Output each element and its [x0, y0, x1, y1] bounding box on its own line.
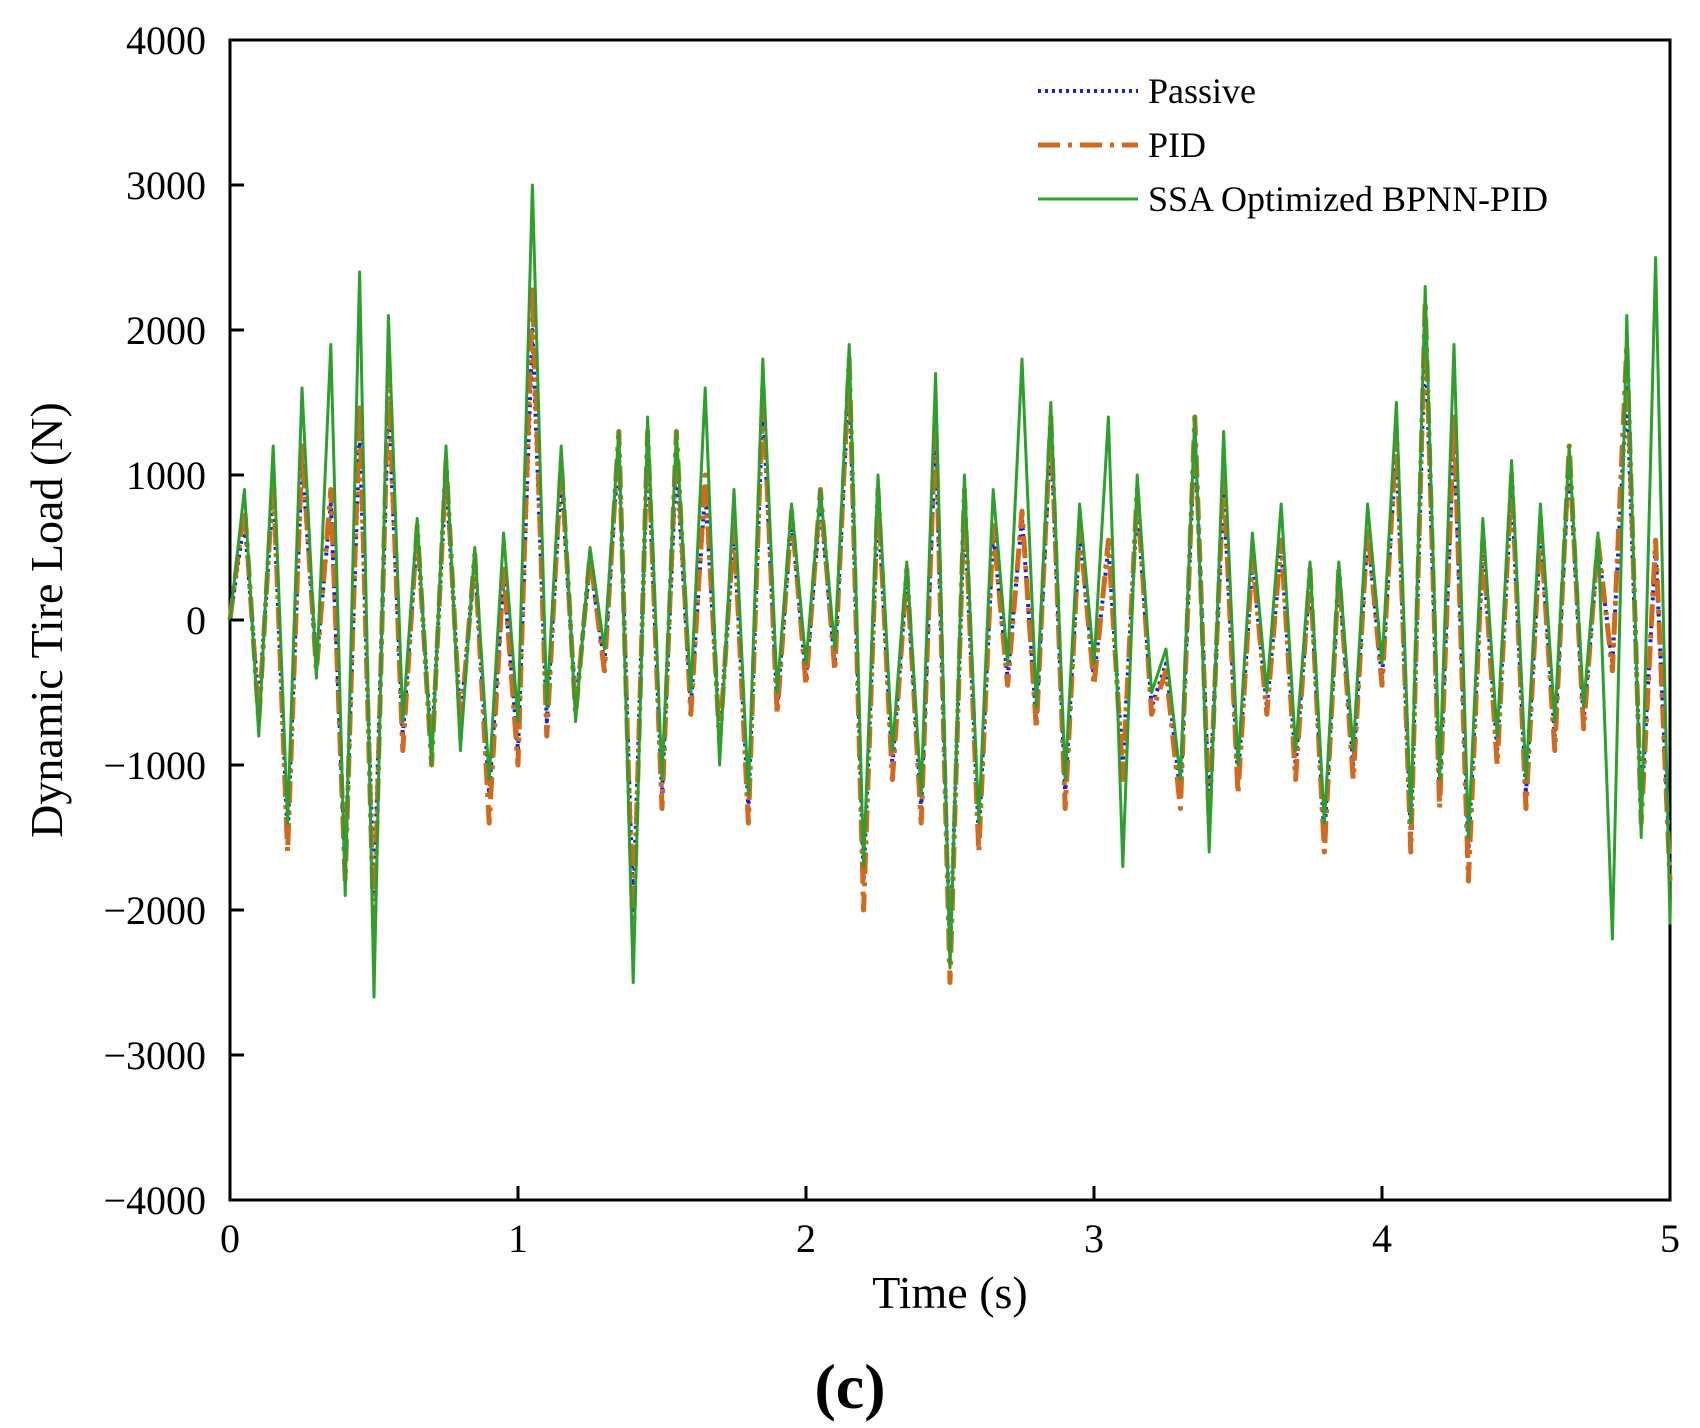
legend: Passive PID SSA Optimized BPNN-PID — [1038, 71, 1548, 219]
x-tick-label: 1 — [508, 1216, 528, 1261]
y-tick-label: −4000 — [103, 1178, 206, 1223]
y-tick-label: −3000 — [103, 1033, 206, 1078]
series-layer — [230, 185, 1670, 997]
y-tick-label: 1000 — [126, 453, 206, 498]
x-tick-label: 3 — [1084, 1216, 1104, 1261]
x-axis-title: Time (s) — [872, 1267, 1028, 1318]
series-line-ssa-optimized-bpnn-pid — [230, 185, 1670, 997]
x-axis-ticks: 0 1 2 3 4 5 — [220, 1186, 1680, 1261]
y-tick-label: 3000 — [126, 163, 206, 208]
x-tick-label: 5 — [1660, 1216, 1680, 1261]
y-tick-label: 0 — [186, 598, 206, 643]
y-tick-label: −1000 — [103, 743, 206, 788]
panel-label: (c) — [814, 1351, 885, 1422]
y-tick-label: 2000 — [126, 308, 206, 353]
x-tick-label: 4 — [1372, 1216, 1392, 1261]
y-tick-label: −2000 — [103, 888, 206, 933]
legend-label-ssa-bpnn-pid: SSA Optimized BPNN-PID — [1148, 179, 1548, 219]
y-axis-ticks: 4000 3000 2000 1000 0 −1000 −2000 −3000 −4000 — [103, 18, 244, 1223]
x-tick-label: 2 — [796, 1216, 816, 1261]
legend-label-pid: PID — [1148, 125, 1206, 165]
y-tick-label: 4000 — [126, 18, 206, 63]
legend-label-passive: Passive — [1148, 71, 1256, 111]
y-axis-title: Dynamic Tire Load (N) — [21, 402, 72, 838]
dynamic-tire-load-chart: 0 1 2 3 4 5 4000 3000 2000 1000 0 −1000 −2000 −3000 −… — [0, 0, 1700, 1428]
x-tick-label: 0 — [220, 1216, 240, 1261]
